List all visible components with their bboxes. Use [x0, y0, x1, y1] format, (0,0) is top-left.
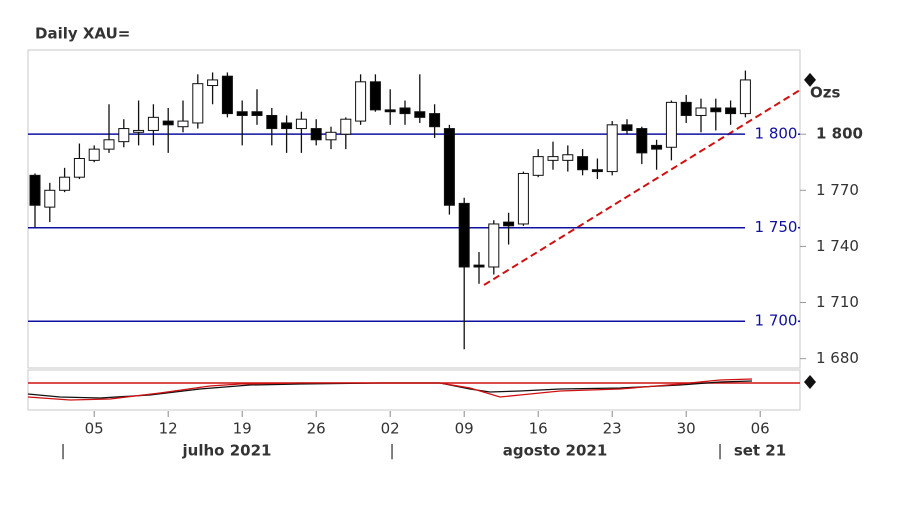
trendline: [483, 89, 801, 286]
candle-body: [73, 157, 85, 178]
candle-body: [310, 128, 322, 141]
candle-body: [517, 172, 529, 225]
x-tick-label: 23: [603, 420, 622, 438]
candle-body: [236, 111, 248, 116]
y-tick-label: 1 770: [816, 181, 859, 199]
x-tick-label: 30: [677, 420, 696, 438]
last-price-marker: [804, 72, 816, 87]
candle-body: [133, 129, 145, 133]
x-tick-label: 06: [751, 420, 770, 438]
candle-body: [147, 116, 159, 131]
x-tick-label: 26: [307, 420, 326, 438]
candle-body: [503, 221, 515, 227]
indicator-frame: [27, 369, 801, 411]
candle-body: [547, 156, 559, 161]
candle-body: [325, 131, 337, 141]
candle-body: [739, 79, 751, 115]
candle-body: [651, 144, 663, 150]
candle-body: [266, 114, 278, 130]
y-tick-label: 1 740: [816, 237, 859, 255]
chart-title: Daily XAU=: [35, 25, 130, 43]
candle-body: [281, 122, 293, 130]
y-tick-label: 1 800: [816, 125, 863, 143]
candle-body: [473, 264, 485, 268]
candle-body: [355, 81, 367, 122]
candle-body: [29, 174, 41, 206]
candle-body: [295, 118, 307, 130]
x-tick-label: 09: [455, 420, 474, 438]
candle-body: [103, 139, 115, 150]
candle-body: [118, 128, 130, 143]
candle-body: [429, 113, 441, 128]
candle-body: [44, 189, 56, 208]
candle-body: [532, 156, 544, 176]
candle-body: [577, 156, 589, 171]
candle-body: [636, 128, 648, 154]
period-label: agosto 2021: [503, 442, 608, 460]
candle-body: [177, 120, 189, 128]
candle-body: [369, 81, 381, 111]
candle-body: [591, 169, 603, 173]
candle-body: [207, 79, 219, 87]
candle-body: [606, 124, 618, 173]
x-tick-label: 12: [159, 420, 178, 438]
x-tick-label: 05: [85, 420, 104, 438]
level-label: 1 700: [755, 312, 798, 330]
candle-body: [695, 107, 707, 116]
x-tick-label: 02: [381, 420, 400, 438]
level-label: 1 800: [755, 125, 798, 143]
candle-body: [458, 202, 470, 268]
plot-frame: [27, 49, 801, 369]
candle-body: [221, 75, 233, 115]
indicator-signal: [27, 378, 753, 401]
candle-body: [88, 148, 100, 161]
candle-body: [340, 118, 352, 135]
candle-body: [192, 83, 204, 124]
period-label: julho 2021: [182, 442, 272, 460]
candle-body: [680, 101, 692, 116]
x-tick-label: 19: [233, 420, 252, 438]
y-tick-label: 1 710: [816, 293, 859, 311]
separator: |: [389, 442, 394, 460]
candle-body: [562, 154, 574, 161]
candle-body: [621, 124, 633, 131]
y-tick-label: 1 680: [816, 349, 859, 367]
candle-body: [443, 128, 455, 206]
candle-body: [251, 111, 263, 116]
candle-body: [414, 111, 426, 118]
x-tick-label: 16: [529, 420, 548, 438]
unit-label: Ozs: [810, 84, 840, 102]
indicator-marker: [804, 375, 816, 389]
candle-body: [384, 109, 396, 113]
candle-body: [710, 107, 722, 113]
candle-body: [665, 101, 677, 148]
candle-body: [399, 107, 411, 115]
candle-body: [162, 120, 174, 126]
candle-body: [725, 107, 737, 115]
separator: |: [60, 442, 65, 460]
separator: |: [717, 442, 722, 460]
candle-body: [59, 176, 71, 191]
period-label: set 21: [734, 442, 786, 460]
level-label: 1 750: [755, 218, 798, 236]
candle-body: [488, 223, 500, 268]
